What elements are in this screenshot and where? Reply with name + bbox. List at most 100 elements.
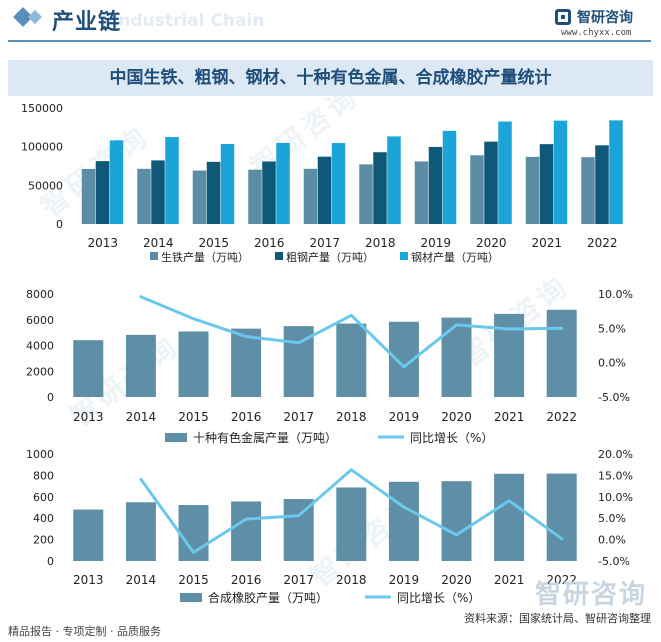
bar — [220, 143, 235, 224]
y2-tick-label: 5.0% — [598, 512, 626, 525]
bar — [414, 161, 429, 224]
x-tick-label: 2018 — [336, 573, 367, 587]
x-tick-label: 2019 — [389, 573, 420, 587]
watermark-logo: 智研咨询 — [534, 580, 647, 610]
growth-line — [139, 295, 564, 369]
bar — [387, 136, 401, 224]
x-tick-label: 2014 — [126, 410, 157, 424]
x-tick-label: 2016 — [231, 410, 262, 424]
legend-label: 十种有色金属产量（万吨） — [193, 430, 337, 445]
y-tick-label: 6000 — [26, 314, 54, 327]
bar — [248, 169, 262, 224]
footer-tagline: 精品报告 · 专项定制 · 品质服务 — [8, 625, 161, 638]
y-tick-label: 400 — [33, 512, 54, 525]
x-tick-label: 2017 — [283, 573, 314, 587]
bar — [125, 502, 156, 561]
y2-tick-label: -5.0% — [598, 391, 630, 404]
legend-swatch — [400, 252, 408, 260]
bar — [470, 155, 484, 224]
y2-tick-label: 20.0% — [598, 448, 633, 461]
legend-swatch — [150, 252, 158, 260]
bar — [178, 331, 209, 397]
bar — [484, 141, 498, 224]
brand-logo: 智研咨询 www.chyxx.com — [555, 6, 647, 40]
bar — [494, 473, 525, 561]
bar — [73, 340, 104, 397]
y-tick-label: 50000 — [28, 179, 63, 192]
x-tick-label: 2018 — [336, 410, 367, 424]
y-tick-label: 100000 — [21, 141, 63, 154]
bar — [331, 143, 346, 224]
chart-title: 中国生铁、粗钢、钢材、十种有色金属、合成橡胶产量统计 — [109, 68, 552, 88]
bar — [231, 501, 262, 561]
y2-tick-label: 0.0% — [598, 357, 626, 370]
bar — [581, 157, 595, 224]
x-tick-label: 2013 — [73, 410, 104, 424]
x-tick-label: 2017 — [309, 236, 340, 250]
bar — [441, 481, 472, 561]
y-tick-label: 1000 — [26, 448, 54, 461]
x-tick-label: 2021 — [531, 236, 562, 250]
x-tick-label: 2016 — [254, 236, 285, 250]
x-tick-label: 2018 — [365, 236, 396, 250]
y2-tick-label: 0.0% — [598, 534, 626, 547]
bar — [165, 136, 179, 224]
bar — [303, 168, 318, 224]
x-tick-label: 2013 — [87, 236, 118, 250]
bar — [359, 164, 373, 224]
bar — [81, 168, 96, 224]
y-tick-label: 600 — [33, 491, 54, 504]
legend-swatch — [180, 593, 202, 602]
chart-banner: 中国生铁、粗钢、钢材、十种有色金属、合成橡胶产量统计 — [8, 60, 653, 96]
bar — [546, 473, 577, 561]
bar — [609, 120, 623, 224]
x-tick-label: 2014 — [143, 236, 174, 250]
bar — [192, 170, 207, 224]
page-header: Industrial Chain 产业链 智研咨询 www.chyxx.com — [0, 0, 661, 42]
y-tick-label: 200 — [33, 534, 54, 547]
bar — [276, 142, 290, 224]
x-tick-label: 2015 — [178, 410, 209, 424]
y-tick-label: 0 — [47, 391, 54, 404]
x-tick-label: 2014 — [126, 573, 157, 587]
x-tick-label: 2013 — [73, 573, 104, 587]
x-tick-label: 2017 — [283, 410, 314, 424]
bar — [73, 509, 104, 561]
brand-url: www.chyxx.com — [561, 28, 632, 38]
legend-label: 生铁产量（万吨） — [161, 250, 249, 264]
bar — [95, 161, 110, 224]
x-tick-label: 2019 — [420, 236, 451, 250]
x-tick-label: 2015 — [178, 573, 209, 587]
bar — [595, 145, 609, 224]
y2-tick-label: 10.0% — [598, 491, 633, 504]
header-divider — [8, 40, 651, 42]
bar — [539, 144, 554, 224]
bar — [283, 499, 314, 561]
bar — [373, 152, 387, 224]
page-title: 产业链 — [52, 10, 122, 35]
x-tick-label: 2022 — [546, 410, 577, 424]
brand-mark-icon — [555, 9, 571, 25]
bar — [441, 317, 472, 397]
x-tick-label: 2016 — [231, 573, 262, 587]
bar — [546, 309, 577, 397]
y-tick-label: 0 — [56, 218, 63, 231]
brand-name: 智研咨询 — [577, 10, 633, 26]
bar — [137, 168, 151, 224]
x-tick-label: 2019 — [389, 410, 420, 424]
y2-tick-label: 15.0% — [598, 469, 633, 482]
bar — [525, 156, 540, 224]
legend-label: 合成橡胶产量（万吨） — [208, 590, 328, 605]
bar — [494, 313, 525, 397]
x-tick-label: 2020 — [476, 236, 507, 250]
bar — [336, 323, 367, 397]
bar — [336, 487, 367, 561]
header-title-en: Industrial Chain — [112, 11, 265, 31]
bar — [262, 161, 276, 224]
y-tick-label: 150000 — [21, 102, 63, 115]
bar — [151, 160, 165, 224]
source-note: 资料来源：国家统计局、智研咨询整理 — [464, 612, 651, 625]
legend-swatch — [275, 252, 283, 260]
y2-tick-label: 10.0% — [598, 288, 633, 301]
